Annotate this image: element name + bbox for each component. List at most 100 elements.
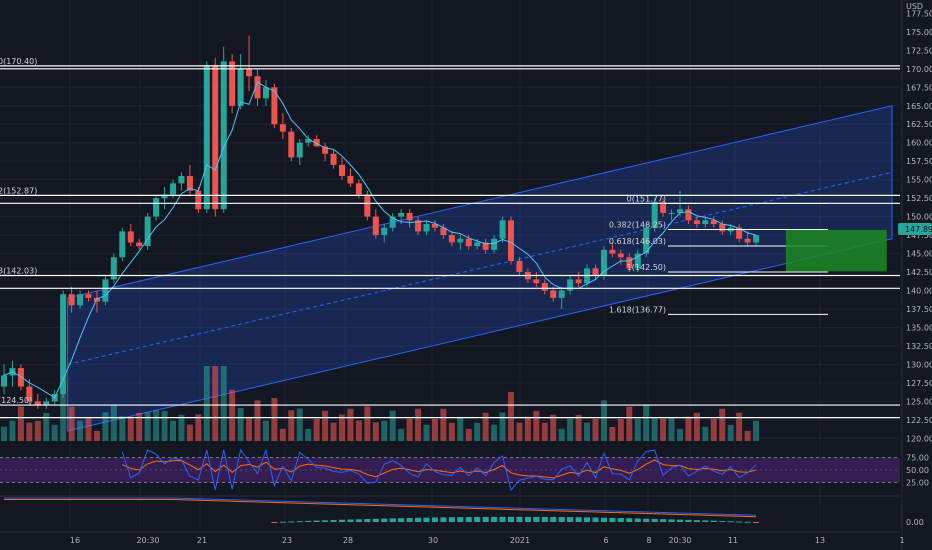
macd-histogram-bar: [423, 517, 430, 522]
target-zone[interactable]: [785, 229, 887, 272]
fib-level-label: 1(142.50): [627, 263, 666, 272]
x-tick-label: 21: [197, 536, 207, 545]
volume-bar: [600, 400, 607, 441]
macd-histogram-bar: [677, 519, 683, 522]
volume-bar: [170, 420, 176, 441]
y-tick-label: 165.00: [906, 102, 932, 111]
macd-histogram-bar: [626, 518, 633, 522]
y-tick-label: 130.00: [906, 360, 932, 369]
macd-histogram-bar: [491, 516, 498, 522]
candle-body: [541, 283, 548, 291]
candle-body: [339, 164, 345, 176]
macd-histogram-bar: [322, 520, 329, 522]
candle-body: [364, 194, 371, 217]
volume-bar: [567, 418, 574, 441]
x-tick-label: 6: [603, 536, 608, 545]
macd-histogram-bar: [550, 516, 557, 522]
macd-histogram-bar: [524, 516, 531, 522]
target-zone-box: [785, 229, 887, 272]
candle-body: [415, 220, 422, 232]
volume-bar: [727, 424, 734, 441]
macd-histogram-bar: [406, 517, 413, 522]
candle-body: [710, 220, 717, 224]
candle-body: [26, 386, 33, 402]
macd-histogram-bar: [347, 519, 354, 522]
macd-histogram-bar: [448, 517, 455, 522]
level-label: 3(142.03): [0, 267, 37, 276]
y-tick-label: 135.00: [906, 323, 932, 332]
x-tick-label: 30: [428, 536, 438, 545]
macd-histogram-bar: [533, 516, 540, 522]
candle-body: [533, 279, 540, 284]
volume-bar: [482, 412, 489, 441]
macd-histogram-bar: [499, 516, 506, 522]
candle-body: [246, 68, 253, 77]
candle-body: [406, 212, 413, 221]
volume-bar: [237, 408, 244, 441]
macd-histogram-bar: [685, 519, 692, 522]
candle-body: [465, 238, 472, 247]
x-tick-label: 20:30: [668, 536, 691, 545]
volume-bar: [398, 428, 405, 441]
volume-bar: [634, 418, 641, 441]
volume-bar: [110, 404, 117, 441]
time-axis[interactable]: 16 20:30 21 23 28 30 2021 6 8 20:30 11 13 1: [0, 531, 905, 545]
candle-body: [474, 242, 481, 247]
candle-body: [381, 227, 388, 236]
macd-histogram-bar: [516, 516, 523, 522]
volume-bar: [744, 430, 751, 441]
macd-signal-line: [4, 499, 757, 518]
price-axis[interactable]: USD 170.00 167.50 165.00 162.50 160.00 157.50…: [901, 0, 932, 550]
volume-bar: [9, 420, 16, 441]
rsi-panel: [0, 448, 900, 492]
y-tick-label: 162.50: [906, 120, 932, 129]
volume-bar: [186, 424, 193, 441]
candle-body: [660, 201, 667, 213]
horizontal-levels[interactable]: 0(170.40) 2(152.87) 3(142.03) (124.50): [0, 57, 900, 419]
volume-bar: [465, 428, 472, 441]
volume-bar: [651, 418, 658, 441]
candle-body: [558, 290, 565, 298]
x-tick-label: 8: [646, 536, 651, 545]
candle-body: [136, 242, 143, 247]
volume-bar: [296, 408, 303, 441]
macd-histogram-bar: [609, 517, 616, 522]
macd-histogram-bar: [381, 518, 388, 522]
candle-body: [457, 238, 464, 243]
volume-bar: [254, 400, 261, 441]
volume-bar: [626, 406, 633, 441]
volume-bar: [389, 410, 396, 441]
candle-body: [491, 238, 498, 250]
macd-histogram-bar: [415, 517, 422, 522]
macd-histogram-bar: [660, 519, 667, 522]
y-tick-label: 177.50: [906, 9, 932, 18]
candle-body: [60, 294, 67, 394]
volume-bar: [617, 418, 624, 441]
volume-bar: [322, 410, 329, 441]
macd-panel: [0, 495, 900, 523]
candle-body: [693, 220, 700, 224]
macd-histogram-bar: [271, 522, 278, 523]
macd-histogram-bar: [355, 519, 362, 522]
volume-bar: [457, 416, 464, 441]
candle-body: [1, 375, 7, 387]
volume-bar: [423, 424, 430, 441]
volume-bar: [448, 422, 455, 441]
fib-level-label: 1.618(136.77): [609, 305, 666, 314]
macd-histogram-bar: [465, 517, 472, 522]
x-tick-label: 16: [70, 536, 80, 545]
candle-body: [254, 76, 261, 99]
candle-body: [262, 87, 269, 99]
volume-bar: [440, 408, 447, 441]
candle-body: [127, 231, 134, 243]
candle-body: [600, 249, 607, 276]
macd-histogram-bar: [693, 520, 700, 522]
candle-body: [347, 175, 354, 184]
candle-body: [448, 235, 455, 243]
volume-bar: [195, 414, 202, 441]
channel-midline: [67, 171, 893, 365]
volume-bar: [77, 420, 84, 441]
candle-body: [651, 201, 658, 228]
volume-bar: [499, 412, 506, 441]
